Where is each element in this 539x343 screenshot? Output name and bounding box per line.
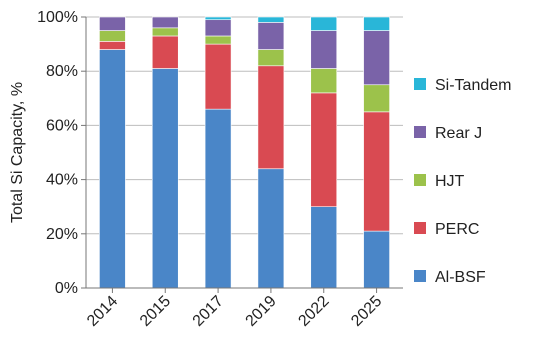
bar-segment — [99, 41, 126, 50]
y-tick-label: 40% — [46, 172, 78, 189]
bar-segment — [310, 92, 338, 207]
bar-segment — [363, 84, 390, 113]
bar-segment — [257, 168, 285, 289]
legend-label: HJT — [435, 173, 465, 190]
bar-segment — [99, 30, 126, 42]
bar-segment — [151, 27, 179, 37]
y-tick-label: 80% — [46, 63, 78, 80]
bar-segment — [363, 230, 390, 289]
bar-segment — [363, 111, 390, 232]
bar-segment — [151, 68, 179, 289]
legend-swatch — [414, 174, 426, 186]
bar-segment — [310, 68, 338, 94]
legend-label: Rear J — [435, 125, 482, 142]
y-tick-label: 0% — [55, 280, 78, 297]
gridlines — [86, 16, 403, 289]
x-tick-label: 2014 — [84, 293, 121, 330]
x-tick-label: 2022 — [295, 293, 332, 330]
bar-segment — [310, 16, 338, 31]
x-tick-label: 2025 — [348, 293, 385, 330]
legend-swatch — [414, 270, 426, 282]
bar-segment — [151, 16, 179, 29]
y-tick-label: 60% — [46, 117, 78, 134]
bar-segment — [99, 49, 126, 289]
x-tick-label: 2019 — [243, 293, 280, 330]
bar-segment — [204, 19, 232, 37]
legend-swatch — [414, 78, 426, 90]
bar-segment — [204, 35, 232, 45]
y-axis-title: Total Si Capacity, % — [9, 82, 26, 223]
x-tick-label: 2017 — [190, 293, 227, 330]
bar-segment — [204, 108, 232, 289]
x-tick-label: 2015 — [137, 293, 174, 330]
legend-label: PERC — [435, 221, 479, 238]
y-tick-label: 100% — [37, 9, 78, 26]
bar-segment — [204, 43, 232, 110]
bar-segment — [363, 30, 390, 86]
legend-swatch — [414, 222, 426, 234]
bar-segment — [310, 30, 338, 69]
legend: Si-Tandem Rear J HJT PERC Al-BSF — [414, 77, 511, 286]
bar-segment — [363, 16, 390, 31]
bar-segment — [257, 22, 285, 50]
bar-segment — [99, 16, 126, 31]
bar-segment — [151, 35, 179, 69]
bar-segment — [310, 206, 338, 289]
y-tick-label: 20% — [46, 226, 78, 243]
legend-label: Si-Tandem — [435, 77, 511, 94]
bar-segment — [257, 65, 285, 170]
bar-segment — [257, 49, 285, 67]
bar-segment — [204, 16, 232, 21]
legend-swatch — [414, 126, 426, 138]
bars — [99, 16, 390, 289]
legend-label: Al-BSF — [435, 269, 486, 286]
bar-segment — [257, 16, 285, 23]
